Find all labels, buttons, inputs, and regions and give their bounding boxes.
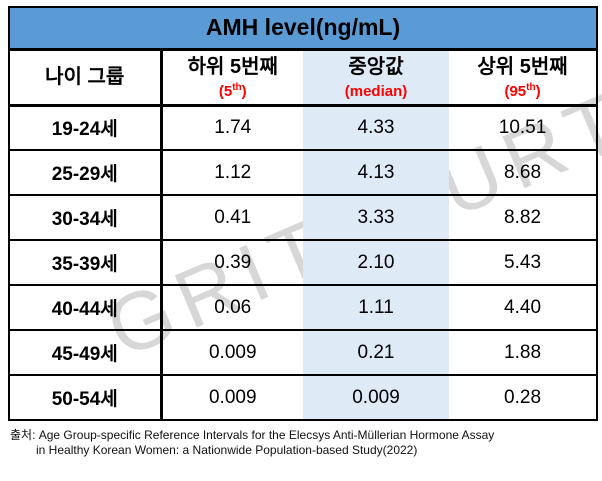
age-cell: 45-49세	[9, 330, 163, 376]
median-cell: 4.13	[303, 150, 449, 196]
column-header-lower-5th-sublabel: (5th)	[218, 81, 247, 100]
column-header-upper-95th: 상위 5번째 (95th)	[449, 49, 598, 107]
p95-cell: 4.40	[449, 285, 598, 331]
p5-cell: 1.74	[161, 105, 303, 151]
age-cell: 40-44세	[9, 285, 163, 331]
table-row: 30-34세 0.41 3.33 8.82	[9, 195, 598, 241]
median-cell: 0.21	[303, 330, 449, 376]
p95-cell: 5.43	[449, 240, 598, 286]
age-cell: 19-24세	[9, 105, 163, 151]
p95-cell: 1.88	[449, 330, 598, 376]
p5-cell: 1.12	[161, 150, 303, 196]
p95-cell: 0.28	[449, 375, 598, 421]
table-row: 25-29세 1.12 4.13 8.68	[9, 150, 598, 196]
table-row: 50-54세 0.009 0.009 0.28	[9, 375, 598, 421]
column-header-median-sublabel: (median)	[344, 82, 408, 100]
median-cell: 0.009	[303, 375, 449, 421]
column-header-lower-5th: 하위 5번째 (5th)	[161, 49, 303, 107]
column-header-age-group-label: 나이 그룹	[45, 66, 125, 88]
source-line-1: 출처: Age Group-specific Reference Interva…	[10, 428, 495, 442]
source-line-2: in Healthy Korean Women: a Nationwide Po…	[36, 443, 418, 457]
table-row: 35-39세 0.39 2.10 5.43	[9, 240, 598, 286]
p5-cell: 0.06	[161, 285, 303, 331]
age-cell: 50-54세	[9, 375, 163, 421]
column-header-median-label: 중앙값	[348, 55, 404, 78]
table-title: AMH level(ng/mL)	[7, 6, 599, 51]
table-row: 40-44세 0.06 1.11 4.40	[9, 285, 598, 331]
p5-cell: 0.009	[161, 330, 303, 376]
age-cell: 35-39세	[9, 240, 163, 286]
table-title-row: AMH level(ng/mL)	[7, 6, 599, 51]
column-header-row: 나이 그룹 하위 5번째 (5th) 중앙값 (median) 상위 5번째 (…	[9, 49, 598, 107]
column-header-upper-95th-label: 상위 5번째	[477, 55, 568, 78]
column-header-lower-5th-label: 하위 5번째	[187, 55, 278, 78]
median-cell: 4.33	[303, 105, 449, 151]
column-header-upper-95th-sublabel: (95th)	[504, 81, 541, 100]
p5-cell: 0.009	[161, 375, 303, 421]
age-cell: 30-34세	[9, 195, 163, 241]
p5-cell: 0.41	[161, 195, 303, 241]
p95-cell: 8.82	[449, 195, 598, 241]
median-cell: 3.33	[303, 195, 449, 241]
median-cell: 1.11	[303, 285, 449, 331]
source-note: 출처: Age Group-specific Reference Interva…	[10, 428, 602, 458]
column-header-median: 중앙값 (median)	[303, 49, 449, 107]
table-row: 45-49세 0.009 0.21 1.88	[9, 330, 598, 376]
table-row: 19-24세 1.74 4.33 10.51	[9, 105, 598, 151]
age-cell: 25-29세	[9, 150, 163, 196]
column-header-age-group: 나이 그룹	[9, 49, 163, 107]
amh-reference-table: AMH level(ng/mL) 나이 그룹 하위 5번째 (5th) 중앙값 …	[7, 6, 599, 421]
median-cell: 2.10	[303, 240, 449, 286]
p95-cell: 10.51	[449, 105, 598, 151]
p95-cell: 8.68	[449, 150, 598, 196]
p5-cell: 0.39	[161, 240, 303, 286]
